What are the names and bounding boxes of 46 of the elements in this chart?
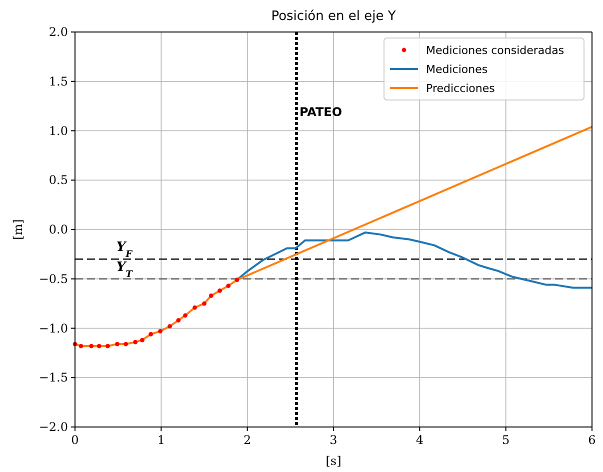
ref-line-label: PATEO bbox=[299, 104, 342, 119]
point bbox=[133, 340, 138, 344]
x-tick-label: 2 bbox=[244, 433, 252, 447]
point bbox=[106, 344, 110, 348]
point bbox=[124, 342, 128, 346]
point bbox=[234, 278, 240, 282]
point bbox=[183, 313, 188, 318]
y-tick-label: 0.5 bbox=[48, 173, 68, 188]
point bbox=[96, 344, 102, 348]
ref-line-label: Y$_{T}$ bbox=[116, 260, 134, 280]
x-axis-title: [s] bbox=[326, 454, 342, 468]
y-tick-label: −1.0 bbox=[38, 321, 68, 336]
point bbox=[208, 293, 214, 298]
y-tick-label: −0.5 bbox=[38, 272, 68, 286]
point bbox=[218, 288, 222, 293]
x-tick-label: 6 bbox=[588, 433, 596, 447]
chart-title: Posición en el eje Y bbox=[271, 9, 396, 24]
line-series bbox=[74, 126, 593, 348]
x-tick-label: 3 bbox=[330, 433, 338, 447]
y-axis-title: [m] bbox=[11, 219, 25, 240]
point bbox=[202, 301, 206, 306]
point bbox=[192, 305, 197, 310]
x-tick-label: 1 bbox=[157, 433, 165, 447]
ref-line-label: Y$_{F}$ bbox=[116, 240, 133, 260]
y-tick-label: −2.0 bbox=[38, 420, 68, 434]
point bbox=[148, 332, 154, 336]
legend-label: Mediciones consideradas bbox=[426, 44, 564, 57]
x-tick-label: 0 bbox=[71, 433, 79, 447]
y-tick-label: 2.0 bbox=[48, 25, 68, 39]
point bbox=[140, 338, 144, 342]
y-tick-label: −1.5 bbox=[38, 370, 68, 385]
point bbox=[89, 344, 94, 348]
legend-label: Predicciones bbox=[426, 82, 496, 95]
point bbox=[158, 329, 163, 334]
y-tick-label: 1.5 bbox=[48, 74, 68, 88]
point bbox=[168, 324, 172, 328]
line-series bbox=[236, 231, 593, 289]
point bbox=[226, 284, 231, 288]
y-tick-label: 1.0 bbox=[48, 124, 68, 138]
point bbox=[176, 318, 181, 323]
legend-label: Mediciones bbox=[426, 63, 488, 76]
x-tick-label: 5 bbox=[502, 433, 510, 447]
point bbox=[115, 342, 120, 346]
y-tick-label: 0.0 bbox=[48, 222, 68, 236]
point bbox=[78, 344, 84, 348]
x-tick-label: 4 bbox=[416, 433, 424, 447]
